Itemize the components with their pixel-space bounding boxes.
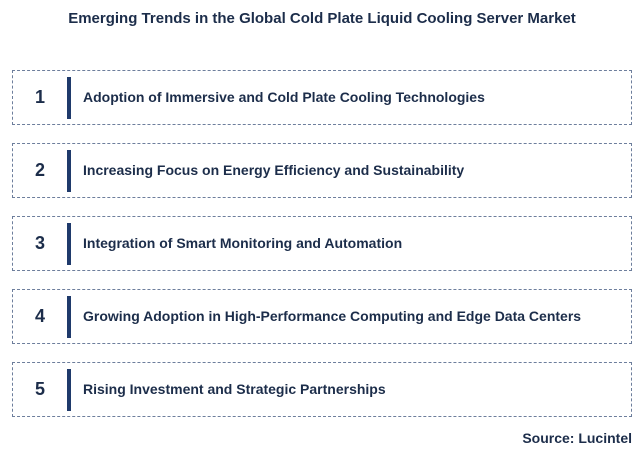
- divider-bar: [67, 150, 71, 192]
- trend-item-5: 5 Rising Investment and Strategic Partne…: [12, 362, 632, 417]
- trend-number: 2: [34, 160, 45, 180]
- trend-item-2: 2 Increasing Focus on Energy Efficiency …: [12, 143, 632, 198]
- divider-bar: [67, 77, 71, 119]
- divider-bar: [67, 223, 71, 265]
- trend-number: 3: [34, 233, 45, 253]
- trend-label: Increasing Focus on Energy Efficiency an…: [83, 162, 465, 178]
- source-credit: Source: Lucintel: [522, 430, 632, 446]
- trend-item-4: 4 Growing Adoption in High-Performance C…: [12, 289, 632, 344]
- trend-number: 5: [34, 379, 45, 399]
- trend-item-1: 1 Adoption of Immersive and Cold Plate C…: [12, 70, 632, 125]
- trend-list: 1 Adoption of Immersive and Cold Plate C…: [12, 70, 632, 417]
- page-title: Emerging Trends in the Global Cold Plate…: [68, 10, 576, 27]
- divider-bar: [67, 369, 71, 411]
- trend-number: 4: [34, 306, 45, 326]
- trend-number: 1: [34, 87, 45, 107]
- trend-item-3: 3 Integration of Smart Monitoring and Au…: [12, 216, 632, 271]
- trend-label: Adoption of Immersive and Cold Plate Coo…: [83, 89, 485, 105]
- divider-bar: [67, 296, 71, 338]
- trend-label: Rising Investment and Strategic Partners…: [83, 381, 386, 397]
- trend-label: Growing Adoption in High-Performance Com…: [83, 308, 582, 324]
- trend-label: Integration of Smart Monitoring and Auto…: [83, 235, 403, 251]
